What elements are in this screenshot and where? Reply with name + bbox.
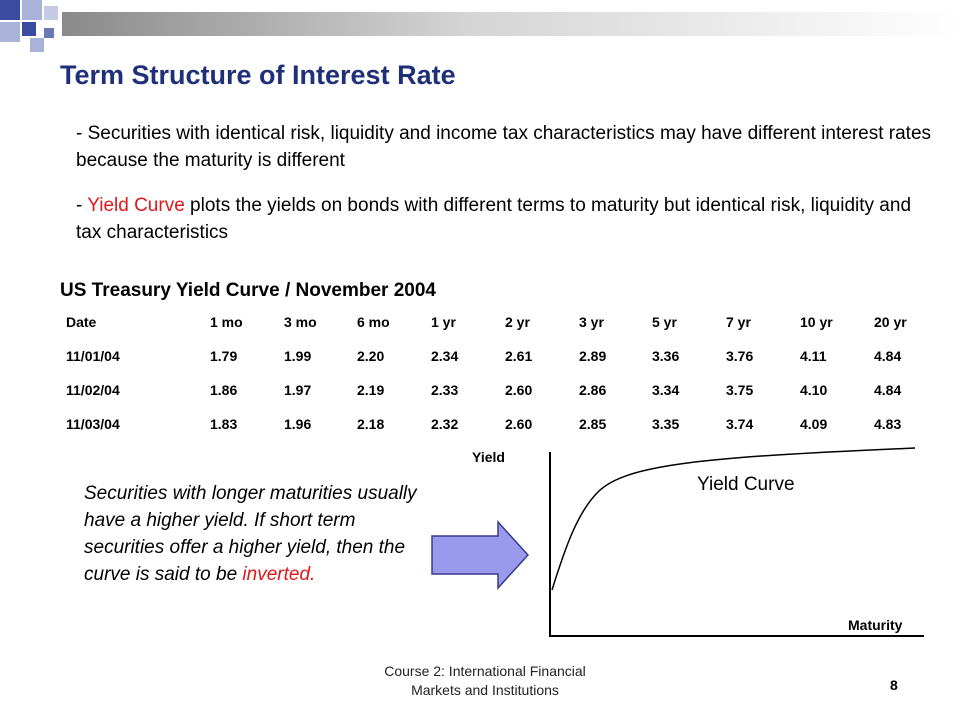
y-axis-label: Yield xyxy=(472,449,505,465)
table-cell: 2.33 xyxy=(431,382,459,398)
x-axis-label: Maturity xyxy=(848,617,903,633)
table-cell: 1.79 xyxy=(210,348,238,364)
table-cell: 11/01/04 xyxy=(66,348,120,364)
header-cell: 6 mo xyxy=(357,314,390,330)
table-cell: 2.60 xyxy=(505,416,533,432)
header-cell: 7 yr xyxy=(726,314,751,330)
table-cell: 3.36 xyxy=(652,348,680,364)
table-header-row: Date 1 mo 3 mo 6 mo 1 yr 2 yr 3 yr 5 yr … xyxy=(60,305,914,339)
note-text: Securities with longer maturities usuall… xyxy=(84,483,417,585)
table-cell: 4.83 xyxy=(874,416,902,432)
header-cell: 1 mo xyxy=(210,314,243,330)
table-cell: 2.60 xyxy=(505,382,533,398)
table-cell: 2.86 xyxy=(579,382,607,398)
table-cell: 11/02/04 xyxy=(66,382,120,398)
table-cell: 2.85 xyxy=(579,416,607,432)
table-cell: 1.86 xyxy=(210,382,238,398)
table-row: 11/02/04 1.86 1.97 2.19 2.33 2.60 2.86 3… xyxy=(60,373,914,407)
table-cell: 1.83 xyxy=(210,416,238,432)
page-number: 8 xyxy=(890,677,898,693)
table-cell: 4.09 xyxy=(800,416,828,432)
header-cell: 2 yr xyxy=(505,314,530,330)
header-cell: Date xyxy=(66,314,97,330)
table-cell: 2.34 xyxy=(431,348,459,364)
footer-course-name: Course 2: International Financial Market… xyxy=(340,662,630,700)
right-arrow-icon xyxy=(431,520,530,590)
table-cell: 1.97 xyxy=(284,382,312,398)
table-cell: 3.34 xyxy=(652,382,680,398)
table-cell: 3.76 xyxy=(726,348,754,364)
table-cell: 4.84 xyxy=(874,382,902,398)
table-cell: 3.35 xyxy=(652,416,680,432)
header-cell: 1 yr xyxy=(431,314,456,330)
footer-line: Course 2: International Financial xyxy=(384,663,586,679)
header-cell: 3 mo xyxy=(284,314,317,330)
table-cell: 3.75 xyxy=(726,382,754,398)
table-cell: 2.18 xyxy=(357,416,385,432)
table-cell: 11/03/04 xyxy=(66,416,120,432)
yield-curve-line xyxy=(551,447,916,591)
header-cell: 3 yr xyxy=(579,314,604,330)
inverted-term: inverted. xyxy=(242,564,316,585)
bullet-yield-curve-definition: - Yield Curve plots the yields on bonds … xyxy=(76,192,936,246)
inverted-curve-note: Securities with longer maturities usuall… xyxy=(84,480,434,588)
table-title: US Treasury Yield Curve / November 2004 xyxy=(60,280,436,301)
table-cell: 1.96 xyxy=(284,416,312,432)
footer-line: Markets and Institutions xyxy=(411,682,559,698)
header-cell: 5 yr xyxy=(652,314,677,330)
slide-title: Term Structure of Interest Rate xyxy=(60,60,456,90)
bullet-maturity-difference: - Securities with identical risk, liquid… xyxy=(76,123,932,171)
table-cell: 2.20 xyxy=(357,348,385,364)
table-cell: 1.99 xyxy=(284,348,312,364)
header-cell: 20 yr xyxy=(874,314,907,330)
header-cell: 10 yr xyxy=(800,314,833,330)
yield-curve-term: Yield Curve xyxy=(87,195,185,216)
table-cell: 3.74 xyxy=(726,416,754,432)
table-cell: 4.10 xyxy=(800,382,828,398)
curve-label: Yield Curve xyxy=(697,474,795,495)
table-row: 11/03/04 1.83 1.96 2.18 2.32 2.60 2.85 3… xyxy=(60,407,914,441)
header-gradient-bar xyxy=(62,12,960,36)
table-cell: 2.89 xyxy=(579,348,607,364)
table-cell: 2.19 xyxy=(357,382,385,398)
table-cell: 4.84 xyxy=(874,348,902,364)
yield-table: Date 1 mo 3 mo 6 mo 1 yr 2 yr 3 yr 5 yr … xyxy=(60,305,914,441)
bullet-rest: plots the yields on bonds with different… xyxy=(76,195,912,243)
table-cell: 2.61 xyxy=(505,348,533,364)
table-row: 11/01/04 1.79 1.99 2.20 2.34 2.61 2.89 3… xyxy=(60,339,914,373)
table-cell: 2.32 xyxy=(431,416,459,432)
bullet-prefix: - xyxy=(76,195,88,216)
table-cell: 4.11 xyxy=(800,348,827,364)
